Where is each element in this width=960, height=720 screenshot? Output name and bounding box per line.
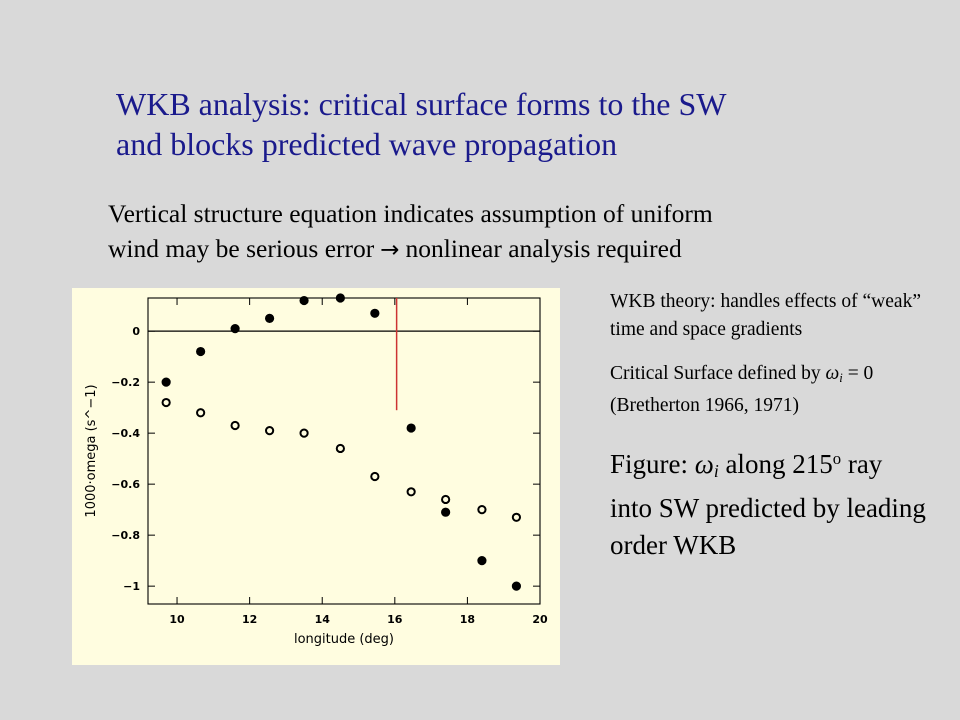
open-data-point xyxy=(406,487,416,497)
x-tick-label: 18 xyxy=(460,613,475,626)
filled-data-point xyxy=(196,346,206,357)
figure-omega-subscript: i xyxy=(713,460,719,481)
open-data-point xyxy=(477,505,487,515)
filled-data-point xyxy=(477,556,487,566)
y-tick-label: −0.8 xyxy=(111,529,140,542)
critical-surface-note: Critical Surface defined by ωi = 0 (Bret… xyxy=(610,360,930,420)
x-axis-ticks: 10 12 14 16 18 20 xyxy=(169,298,548,626)
y-tick-label: 0 xyxy=(132,325,140,338)
critical-prefix: Critical Surface defined by xyxy=(610,363,821,384)
filled-data-point xyxy=(264,313,275,324)
figure-middle: along 215 xyxy=(725,448,833,479)
y-tick-label: −0.2 xyxy=(111,376,140,389)
omega-longitude-chart: 10 12 14 16 18 20 0 −0.2 −0.4 −0.6 −0.8 −1 longitu… xyxy=(84,293,548,647)
omega-symbol: ω xyxy=(825,363,840,384)
x-tick-label: 12 xyxy=(242,613,257,626)
subtitle-line-2-end: nonlinear analysis required xyxy=(405,234,682,263)
subtitle-line-2-start: wind may be serious error xyxy=(108,234,375,263)
y-tick-label: −0.6 xyxy=(111,478,140,491)
figure-prefix: Figure: xyxy=(610,448,688,479)
open-data-point xyxy=(264,426,275,436)
open-data-point xyxy=(299,428,309,438)
title-line-2: and blocks predicted wave propagation xyxy=(116,126,618,162)
open-data-point xyxy=(335,443,345,454)
explanation-notes: WKB theory: handles effects of “weak” ti… xyxy=(610,288,930,564)
slide-subtitle: Vertical structure equation indicates as… xyxy=(108,196,888,268)
figure-suffix: ray into SW predicted by leading order W… xyxy=(610,448,926,560)
right-arrow-icon: → xyxy=(380,237,400,263)
filled-data-point xyxy=(299,295,309,306)
wkb-theory-note: WKB theory: handles effects of “weak” ti… xyxy=(610,291,921,340)
filled-data-point xyxy=(335,293,345,303)
x-axis-label: longitude (deg) xyxy=(294,632,394,647)
filled-data-point xyxy=(441,507,451,517)
degree-superscript: o xyxy=(832,448,842,468)
omega-subscript: i xyxy=(839,370,843,385)
open-data-point xyxy=(370,471,380,482)
y-tick-label: −0.4 xyxy=(111,427,140,440)
y-tick-label: −1 xyxy=(123,580,140,593)
filled-data-point xyxy=(406,423,416,433)
y-axis-label: 1000·omega (s^−1) xyxy=(84,384,99,517)
title-line-1: WKB analysis: critical surface forms to … xyxy=(116,86,727,122)
critical-suffix: = 0 (Bretherton 1966, 1971) xyxy=(610,363,874,416)
omega-longitude-chart-panel: 10 12 14 16 18 20 0 −0.2 −0.4 −0.6 −0.8 −1 longitu… xyxy=(72,288,560,665)
open-data-point xyxy=(230,420,240,431)
filled-data-point xyxy=(511,581,522,591)
slide-title: WKB analysis: critical surface forms to … xyxy=(116,84,876,164)
open-data-point xyxy=(196,408,206,418)
open-data-point xyxy=(161,397,171,408)
subtitle-line-1: Vertical structure equation indicates as… xyxy=(108,199,713,228)
x-tick-label: 16 xyxy=(387,613,403,626)
data-points xyxy=(161,293,522,591)
x-tick-label: 10 xyxy=(169,613,185,626)
x-tick-label: 20 xyxy=(532,613,548,626)
figure-caption: Figure: ωi along 215o ray into SW predic… xyxy=(610,440,930,564)
figure-omega-symbol: ω xyxy=(694,448,714,479)
filled-data-point xyxy=(161,377,171,387)
filled-data-point xyxy=(230,323,240,334)
open-data-point xyxy=(441,494,451,505)
x-tick-label: 14 xyxy=(315,613,331,626)
y-axis-ticks: 0 −0.2 −0.4 −0.6 −0.8 −1 xyxy=(111,325,540,593)
open-data-point xyxy=(511,512,522,522)
filled-data-point xyxy=(370,308,380,318)
